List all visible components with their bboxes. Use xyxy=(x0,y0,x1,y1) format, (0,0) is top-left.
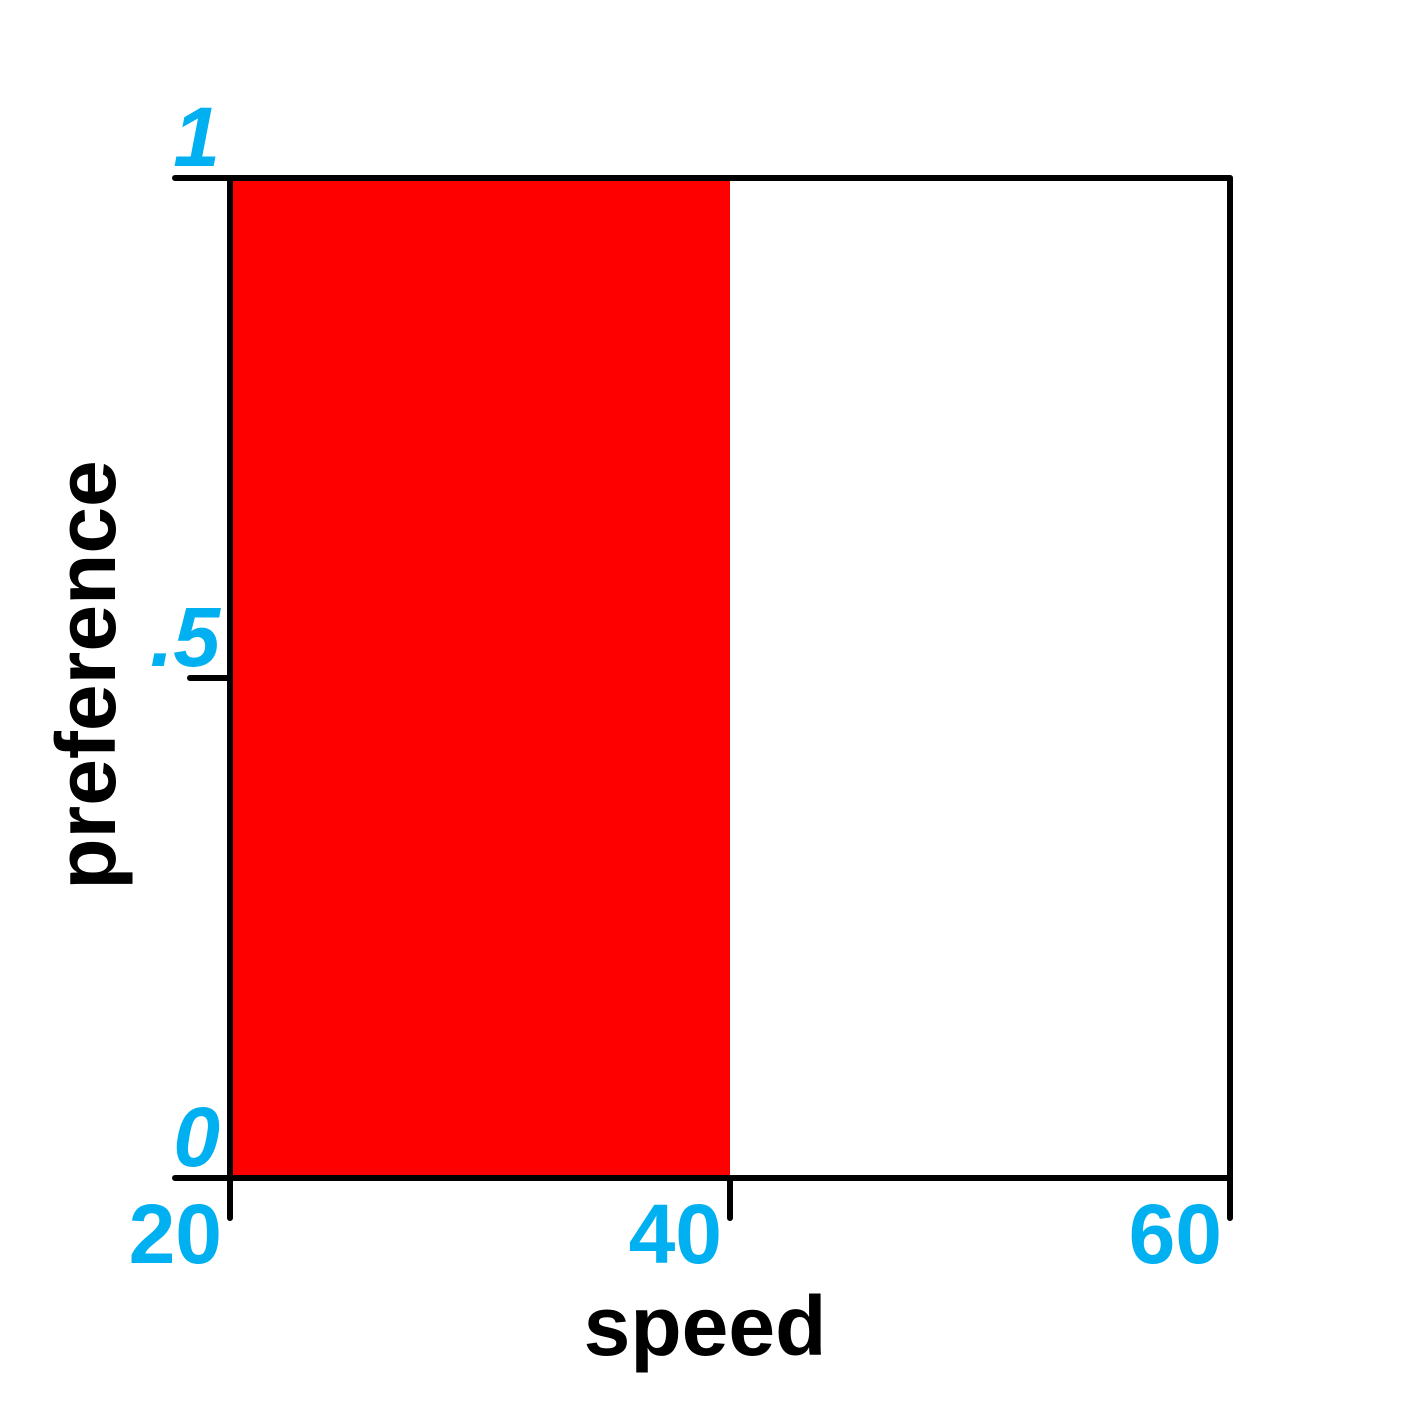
y-axis-title: preference xyxy=(39,460,133,890)
x-tick-label-20: 20 xyxy=(129,1187,222,1281)
x-tick-label-40: 40 xyxy=(629,1187,722,1281)
x-tick-label-60: 60 xyxy=(1129,1187,1222,1281)
tick-labels: 20 40 60 0 .5 1 xyxy=(129,90,1222,1281)
y-tick-label-0: 0 xyxy=(173,1090,220,1184)
fill-layer xyxy=(230,178,1230,1178)
series-area-0 xyxy=(230,178,1230,1178)
y-tick-label-.5: .5 xyxy=(150,590,221,684)
y-tick-label-1: 1 xyxy=(173,90,220,184)
x-axis-title: speed xyxy=(584,1279,827,1373)
tick-marks xyxy=(172,175,1233,1221)
